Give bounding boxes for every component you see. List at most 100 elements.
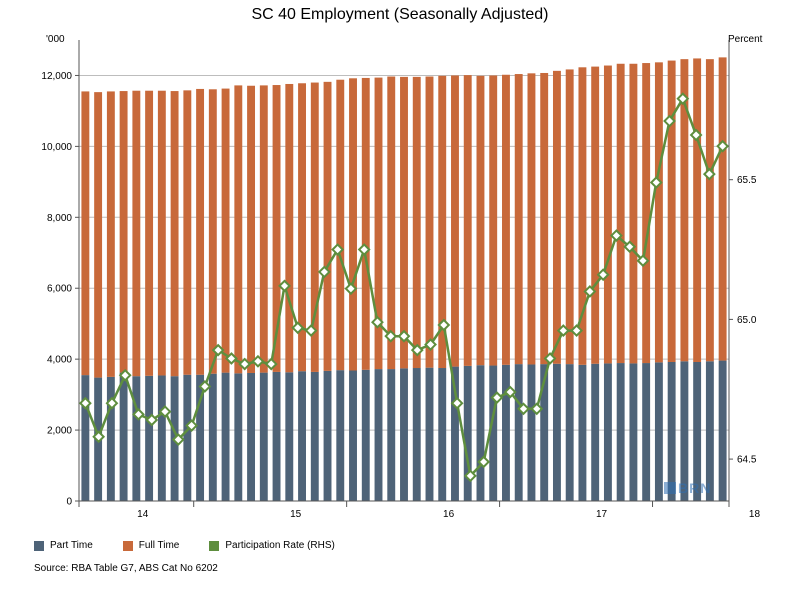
- bar-part-time: [680, 361, 689, 501]
- bar-full-time: [514, 74, 523, 365]
- bar-part-time: [591, 363, 600, 501]
- participation-rate-point: [702, 167, 716, 181]
- legend-item-participation-rate: Participation Rate (RHS): [209, 540, 335, 551]
- bar-full-time: [234, 85, 243, 374]
- bar-part-time: [616, 363, 625, 501]
- bar-part-time: [565, 364, 574, 501]
- bar-part-time: [654, 362, 663, 501]
- left-axis-tick-label: 0: [66, 497, 72, 508]
- x-axis-tick-label: 14: [137, 509, 149, 520]
- bar-part-time: [196, 374, 205, 501]
- right-axis-tick-label: 65.5: [737, 175, 757, 186]
- bar-part-time: [157, 375, 166, 501]
- participation-rate-point: [158, 405, 172, 419]
- bar-full-time: [106, 91, 115, 377]
- participation-rate-point: [317, 265, 331, 279]
- participation-rate-point: [344, 282, 358, 296]
- right-axis-tick-label: 64.5: [737, 455, 757, 466]
- bar-full-time: [705, 59, 714, 362]
- bar-full-time: [94, 92, 103, 378]
- participation-rate-point: [689, 128, 703, 142]
- participation-rate-point: [331, 243, 345, 256]
- participation-rate-point: [543, 352, 557, 365]
- bar-full-time: [680, 59, 689, 362]
- participation-rate-point: [716, 139, 730, 153]
- x-axis-tick-label: 17: [596, 509, 608, 520]
- participation-rate-point: [490, 391, 504, 405]
- bar-full-time: [285, 83, 294, 373]
- bar-full-time: [527, 73, 536, 365]
- bar-part-time: [361, 369, 370, 501]
- left-axis-tick-label: 2,000: [47, 426, 72, 437]
- participation-rate-point: [676, 92, 690, 106]
- bar-full-time: [400, 76, 408, 369]
- participation-rate-point: [437, 318, 451, 332]
- bar-part-time: [387, 369, 396, 501]
- bar-part-time: [527, 364, 536, 501]
- participation-rate-point: [357, 243, 371, 256]
- bar-full-time: [591, 66, 600, 364]
- left-axis-tick-label: 6,000: [47, 284, 72, 295]
- participation-rate-point: [596, 268, 610, 282]
- bar-full-time: [387, 76, 396, 370]
- bar-part-time: [705, 361, 714, 501]
- bar-full-time: [208, 89, 217, 374]
- participation-rate-point: [264, 357, 278, 371]
- participation-rate-point: [623, 240, 637, 254]
- bar-part-time: [642, 363, 651, 501]
- participation-line-layer: [78, 92, 730, 483]
- participation-rate-point: [610, 229, 623, 242]
- participation-rate-point: [636, 254, 650, 268]
- bar-part-time: [540, 364, 549, 501]
- x-axis-tick-label: 15: [290, 509, 302, 520]
- bar-full-time: [654, 62, 663, 363]
- bar-full-time: [145, 90, 154, 376]
- bar-part-time: [451, 366, 459, 501]
- right-axis-unit: Percent: [728, 34, 763, 45]
- bar-part-time: [234, 373, 243, 501]
- participation-rate-point: [78, 396, 92, 410]
- bar-part-time: [425, 367, 434, 501]
- bar-part-time: [81, 375, 90, 501]
- bar-full-time: [361, 77, 370, 370]
- bar-full-time: [693, 58, 702, 362]
- left-axis-tick-label: 4,000: [47, 355, 72, 366]
- participation-rate-point: [132, 407, 145, 421]
- left-axis-unit: '000: [46, 34, 65, 45]
- participation-rate-point: [503, 385, 517, 399]
- bar-part-time: [336, 370, 345, 501]
- participation-rate-point: [291, 321, 305, 335]
- bar-full-time: [412, 76, 421, 369]
- bar-full-time: [374, 77, 383, 370]
- bar-full-time: [196, 88, 205, 375]
- bar-part-time: [502, 364, 510, 501]
- bar-part-time: [463, 365, 472, 501]
- participation-rate-point: [185, 419, 198, 432]
- left-axis-tick-label: 10,000: [41, 142, 72, 153]
- bar-full-time: [463, 75, 472, 366]
- bar-part-time: [323, 370, 332, 501]
- bar-part-time: [272, 371, 281, 501]
- bar-part-time: [667, 361, 676, 501]
- participation-rate-point: [477, 455, 491, 469]
- source-note: Source: RBA Table G7, ABS Cat No 6202: [34, 563, 218, 574]
- bar-part-time: [145, 375, 154, 501]
- participation-rate-point: [649, 176, 663, 189]
- bar-full-time: [489, 75, 498, 366]
- participation-rate-point: [570, 324, 584, 337]
- bar-full-time: [170, 91, 179, 377]
- bar-full-time: [642, 63, 651, 364]
- bar-part-time: [693, 361, 702, 501]
- bar-part-time: [259, 372, 268, 501]
- participation-rate-point: [251, 354, 265, 368]
- right-axis-tick-label: 65.0: [737, 315, 757, 326]
- bar-part-time: [412, 368, 421, 501]
- participation-rate-point: [224, 352, 238, 365]
- participation-rate-point: [663, 114, 676, 128]
- bar-part-time: [578, 364, 587, 501]
- bar-full-time: [578, 67, 587, 365]
- axes-layer: 0 2,000 4,000 6,000 8,000 10,000 12,000 64.5 65.…: [41, 40, 760, 520]
- bar-full-time: [438, 75, 447, 369]
- bar-full-time: [221, 88, 230, 373]
